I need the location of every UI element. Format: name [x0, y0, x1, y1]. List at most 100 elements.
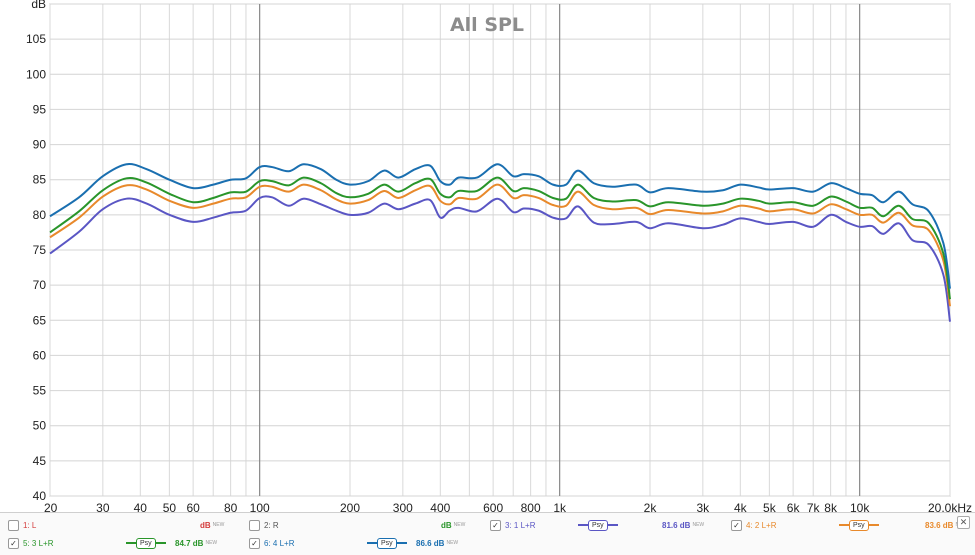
legend-series-name: 1: L	[23, 520, 37, 530]
legend-psy-smoothing-button[interactable]: Psy	[839, 516, 879, 534]
x-tick-label: 2k	[644, 501, 658, 512]
y-tick-label: 65	[33, 313, 47, 327]
y-tick-label: 90	[33, 138, 47, 152]
y-tick-label: 95	[33, 102, 47, 116]
x-tick-label: 60	[186, 501, 200, 512]
legend-line-swatch	[868, 524, 879, 526]
legend-series-name: 5: 3 L+R	[23, 538, 54, 548]
legend-series-name: 6: 4 L+R	[264, 538, 295, 548]
legend-psy-smoothing-button[interactable]: Psy	[367, 534, 407, 552]
legend-line-swatch	[839, 524, 849, 526]
legend-psy-label: Psy	[136, 537, 156, 549]
x-tick-label: 30	[96, 501, 110, 512]
y-tick-label: 70	[33, 278, 47, 292]
legend-new-tag: NEW	[692, 522, 705, 528]
legend-level-value: dB NEW	[441, 516, 465, 534]
x-tick-label: 300	[393, 501, 413, 512]
y-tick-label: 75	[33, 243, 47, 257]
legend-psy-smoothing-button[interactable]: Psy	[126, 534, 166, 552]
legend-level-value: 86.6 dB NEW	[416, 534, 458, 552]
x-tick-label: 600	[483, 501, 503, 512]
legend-checkbox[interactable]: ✓	[8, 537, 19, 549]
x-tick-label: 5k	[763, 501, 777, 512]
x-tick-label: 7k	[807, 501, 821, 512]
legend-checkbox[interactable]	[8, 519, 19, 531]
legend-new-tag: NEW	[453, 522, 466, 528]
y-tick-label: 105	[26, 32, 46, 46]
legend-level-value: dB NEW	[200, 516, 224, 534]
legend-checkbox[interactable]: ✓	[731, 519, 742, 531]
legend-level-value: 84.7 dB NEW	[175, 534, 217, 552]
x-tick-label: 80	[224, 501, 238, 512]
legend-new-tag: NEW	[212, 522, 225, 528]
x-tick-label: 3k	[696, 501, 710, 512]
y-tick-label: 100	[26, 67, 46, 81]
spl-chart: All SPL 40 45 50 55 60 65 70 75 80 85 90 95 100 105 dB…	[26, 0, 972, 512]
series-line	[49, 183, 951, 307]
x-tick-label: 50	[163, 501, 177, 512]
legend-checkbox[interactable]: ✓	[490, 519, 501, 531]
legend-psy-label: Psy	[588, 519, 608, 531]
y-tick-label: dB	[31, 0, 46, 11]
legend-line-swatch	[396, 542, 407, 544]
legend-value-text: 84.7 dB	[175, 538, 204, 548]
legend-series-name: 3: 1 L+R	[505, 520, 536, 530]
legend-line-swatch	[126, 542, 136, 544]
y-tick-label: 80	[33, 208, 47, 222]
x-tick-label: 400	[430, 501, 450, 512]
x-tick-label: 6k	[787, 501, 801, 512]
legend-value-text: 81.6 dB	[662, 520, 691, 530]
x-tick-label: 1k	[553, 501, 567, 512]
close-icon[interactable]: ✕	[957, 516, 970, 529]
x-tick-label: 100	[250, 501, 270, 512]
legend-line-swatch	[367, 542, 377, 544]
series-line	[49, 195, 951, 322]
series-line	[49, 163, 951, 289]
legend-psy-smoothing-button[interactable]: Psy	[578, 516, 618, 534]
legend-item[interactable]: 1: L	[8, 516, 40, 534]
x-tick-label: 8k	[824, 501, 838, 512]
legend-line-swatch	[578, 524, 588, 526]
legend-item[interactable]: ✓ 4: 2 L+R	[731, 516, 780, 534]
y-tick-label: 45	[33, 454, 47, 468]
y-tick-label: 85	[33, 173, 47, 187]
x-tick-label: 10k	[850, 501, 870, 512]
y-tick-label: 55	[33, 384, 47, 398]
y-tick-label: 40	[33, 489, 47, 503]
y-tick-label: 60	[33, 348, 47, 362]
legend-item[interactable]: ✓ 5: 3 L+R	[8, 534, 57, 552]
legend-value-text: dB	[441, 520, 452, 530]
legend-series-name: 2: R	[264, 520, 279, 530]
x-tick-label: 40	[134, 501, 148, 512]
legend-checkbox[interactable]: ✓	[249, 537, 260, 549]
legend-series-name: 4: 2 L+R	[746, 520, 777, 530]
legend-checkbox[interactable]	[249, 519, 260, 531]
legend-item[interactable]: ✓ 6: 4 L+R	[249, 534, 298, 552]
x-axis-unit-label: 20.0kHz	[928, 501, 972, 512]
y-tick-label: 50	[33, 419, 47, 433]
y-axis-ticks: 40 45 50 55 60 65 70 75 80 85 90 95 100 105 dB	[26, 0, 46, 503]
legend-item[interactable]: 2: R	[249, 516, 283, 534]
x-tick-label: 20	[44, 501, 58, 512]
x-axis-ticks: 20 30 40 50 60 80 100 200 300 400 600 800 1k 2k 3k 4k 5k…	[44, 501, 870, 512]
legend-line-swatch	[607, 524, 618, 526]
x-tick-label: 4k	[734, 501, 748, 512]
legend-item[interactable]: ✓ 3: 1 L+R	[490, 516, 539, 534]
x-tick-label: 200	[340, 501, 360, 512]
legend-psy-label: Psy	[377, 537, 397, 549]
legend-line-swatch	[155, 542, 166, 544]
chart-title: All SPL	[450, 14, 524, 36]
legend-value-text: dB	[200, 520, 211, 530]
series-layer	[49, 163, 951, 322]
legend-new-tag: NEW	[205, 540, 218, 546]
x-tick-label: 800	[521, 501, 541, 512]
plot-area: All SPL 40 45 50 55 60 65 70 75 80 85 90 95 100 105 dB…	[26, 0, 972, 512]
legend-value-text: 86.6 dB	[416, 538, 445, 548]
legend-value-text: 83.6 dB	[925, 520, 954, 530]
legend-new-tag: NEW	[446, 540, 459, 546]
legend-level-value: 81.6 dB NEW	[662, 516, 704, 534]
series-line	[49, 176, 951, 300]
legend-psy-label: Psy	[849, 519, 869, 531]
major-grid	[50, 3, 950, 497]
